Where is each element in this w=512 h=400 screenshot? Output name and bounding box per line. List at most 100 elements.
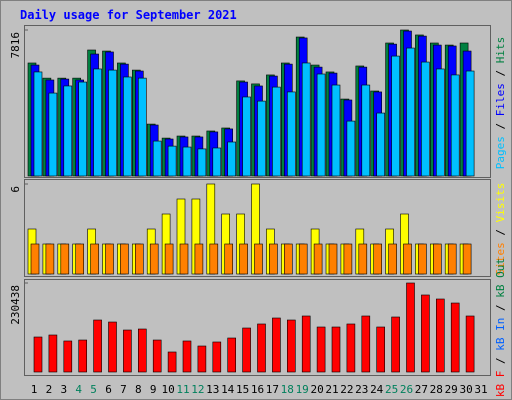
x-tick-label: 13 [206, 383, 219, 396]
legend-entry: kB In [494, 318, 507, 351]
bar [78, 339, 87, 373]
x-tick-label: 5 [90, 383, 97, 396]
x-tick-label: 15 [236, 383, 249, 396]
bar [138, 328, 147, 373]
legend-entry: Visits [494, 183, 507, 223]
x-tick-label: 27 [415, 383, 428, 396]
bar [90, 243, 99, 275]
bar [269, 243, 278, 275]
bar [60, 243, 70, 275]
bar [298, 243, 308, 275]
bar [123, 76, 132, 177]
legend-separator: / [494, 63, 507, 83]
x-tick-label: 19 [296, 383, 309, 396]
bar [78, 81, 87, 177]
x-tick-label: 28 [430, 383, 443, 396]
bar [63, 85, 73, 177]
bar [376, 112, 386, 177]
bar [197, 148, 207, 177]
x-tick-label: 1 [31, 383, 38, 396]
bar [149, 243, 159, 275]
bar [242, 96, 251, 177]
bar [346, 323, 356, 373]
bar [286, 91, 296, 177]
bar [447, 243, 457, 275]
x-tick-label: 29 [445, 383, 458, 396]
x-tick-label: 7 [120, 383, 127, 396]
bar [123, 329, 132, 373]
bar [316, 326, 326, 373]
bar [361, 84, 371, 177]
bar [179, 243, 189, 275]
bar [164, 243, 174, 275]
bar [406, 47, 415, 177]
bar [108, 321, 117, 373]
bar [343, 243, 353, 275]
x-tick-label: 8 [135, 383, 142, 396]
bar [435, 298, 445, 373]
bar [358, 243, 368, 275]
bar [272, 86, 281, 177]
x-tick-label: 24 [370, 383, 384, 396]
bar [450, 302, 460, 373]
bar [283, 243, 293, 275]
bar [301, 315, 311, 373]
bar [209, 243, 219, 275]
x-tick-label: 26 [400, 383, 413, 396]
legend: kB F / kB In / kB Out [494, 258, 507, 397]
legend-separator: / [494, 298, 507, 318]
x-tick-label: 31 [474, 383, 487, 396]
bar [224, 243, 233, 275]
bar [465, 315, 475, 373]
bar [227, 141, 236, 177]
bar [33, 71, 43, 177]
bar [361, 315, 371, 373]
bar [421, 294, 430, 373]
legend-separator: / [494, 116, 507, 136]
x-tick-label: 14 [221, 383, 235, 396]
x-tick-label: 9 [150, 383, 157, 396]
legend: Pages / Files / Hits [494, 37, 507, 170]
bar [63, 340, 73, 373]
bar [403, 243, 412, 275]
legend-separator: / [494, 222, 507, 242]
bar [257, 323, 266, 373]
x-tick-label: 30 [459, 383, 472, 396]
x-tick-label: 18 [281, 383, 294, 396]
legend-entry: kB Out [494, 258, 507, 298]
bar [406, 282, 415, 373]
bar [48, 334, 58, 373]
x-tick-label: 17 [266, 383, 279, 396]
bar [135, 243, 144, 275]
bar [450, 74, 460, 177]
bar [331, 326, 341, 373]
chart-title: Daily usage for September 2021 [20, 8, 237, 22]
bar [152, 140, 162, 177]
x-tick-label: 12 [191, 383, 204, 396]
bar [227, 337, 236, 373]
y-tick-label: 230438 [9, 285, 22, 325]
bar [376, 326, 386, 373]
bar [197, 345, 207, 373]
bar [313, 243, 323, 275]
bar [257, 100, 266, 177]
bar [421, 61, 430, 177]
bar [75, 243, 84, 275]
bar [93, 68, 102, 177]
bar [48, 92, 58, 177]
bar [212, 147, 222, 177]
bar [108, 69, 117, 177]
bar [242, 327, 251, 373]
bar [138, 77, 147, 177]
bar [465, 70, 475, 177]
bar [167, 145, 177, 177]
bar [462, 243, 472, 275]
legend-entry: Hits [494, 37, 507, 64]
bar [239, 243, 248, 275]
bar [373, 243, 383, 275]
x-tick-label: 4 [75, 383, 82, 396]
x-tick-label: 11 [176, 383, 189, 396]
x-tick-label: 10 [161, 383, 174, 396]
x-tick-label: 6 [105, 383, 112, 396]
